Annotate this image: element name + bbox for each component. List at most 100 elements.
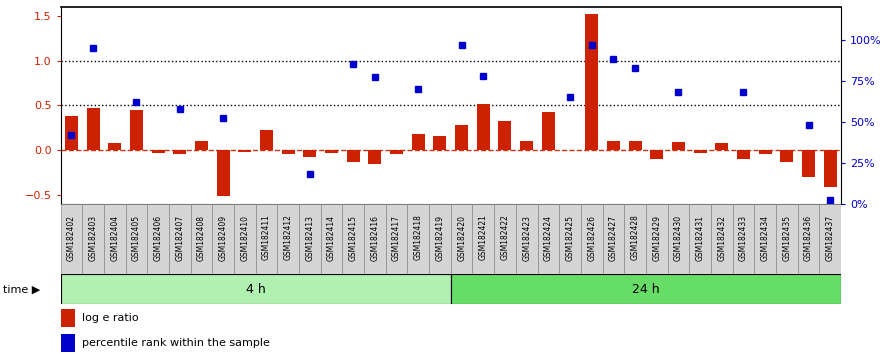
Text: GSM182432: GSM182432	[717, 215, 726, 261]
Bar	[299, 204, 320, 274]
Bar	[239, 150, 251, 152]
Text: GSM182419: GSM182419	[435, 215, 444, 261]
Text: GSM182437: GSM182437	[826, 215, 835, 261]
Bar	[520, 141, 533, 150]
Bar	[195, 141, 208, 150]
Bar	[320, 204, 343, 274]
Bar	[343, 204, 364, 274]
Text: GSM182431: GSM182431	[696, 215, 705, 261]
Bar	[820, 204, 841, 274]
Text: GSM182425: GSM182425	[565, 215, 575, 261]
Bar	[151, 150, 165, 153]
Text: GSM182408: GSM182408	[197, 215, 206, 261]
Bar	[104, 204, 125, 274]
Bar	[408, 204, 429, 274]
Bar	[603, 204, 624, 274]
Bar	[169, 204, 190, 274]
Text: GSM182404: GSM182404	[110, 215, 119, 261]
Bar	[433, 136, 447, 150]
Bar	[693, 150, 707, 153]
Bar	[147, 204, 169, 274]
Bar	[542, 112, 554, 150]
Bar	[278, 204, 299, 274]
Text: GSM182412: GSM182412	[284, 215, 293, 261]
Bar	[385, 204, 408, 274]
Text: GSM182430: GSM182430	[674, 215, 683, 261]
Bar	[82, 204, 104, 274]
Text: GSM182406: GSM182406	[154, 215, 163, 261]
Bar	[65, 116, 77, 150]
Text: GSM182415: GSM182415	[349, 215, 358, 261]
Bar	[559, 204, 581, 274]
Text: log e ratio: log e ratio	[83, 313, 139, 323]
Bar	[450, 204, 473, 274]
Bar	[450, 274, 841, 304]
Bar	[216, 150, 230, 196]
Bar	[130, 110, 143, 150]
Text: GSM182403: GSM182403	[88, 215, 98, 261]
Bar	[824, 150, 837, 188]
Bar	[581, 204, 603, 274]
Bar	[86, 108, 100, 150]
Bar	[668, 204, 689, 274]
Text: GSM182417: GSM182417	[392, 215, 401, 261]
Text: GSM182424: GSM182424	[544, 215, 553, 261]
Text: GSM182436: GSM182436	[804, 215, 813, 261]
Bar	[781, 150, 793, 161]
Bar	[347, 150, 360, 161]
Bar	[586, 14, 598, 150]
Bar	[281, 150, 295, 154]
Bar	[390, 150, 403, 154]
Text: 4 h: 4 h	[246, 283, 265, 296]
Text: GSM182429: GSM182429	[652, 215, 661, 261]
Text: GSM182433: GSM182433	[739, 215, 748, 261]
Bar	[213, 204, 234, 274]
Bar	[624, 204, 646, 274]
Bar	[516, 204, 538, 274]
Bar	[260, 130, 273, 150]
Bar	[607, 141, 620, 150]
Bar	[646, 204, 668, 274]
Text: GSM182423: GSM182423	[522, 215, 531, 261]
Bar	[325, 150, 338, 153]
Bar	[61, 204, 82, 274]
Bar	[651, 150, 663, 159]
Text: GSM182421: GSM182421	[479, 215, 488, 261]
Text: 24 h: 24 h	[632, 283, 659, 296]
Bar	[234, 204, 255, 274]
Bar	[61, 334, 75, 352]
Bar	[758, 150, 772, 154]
Bar	[755, 204, 776, 274]
Bar	[494, 204, 516, 274]
Bar	[737, 150, 750, 159]
Bar	[61, 274, 450, 304]
Text: GSM182428: GSM182428	[631, 215, 640, 261]
Text: GSM182414: GSM182414	[327, 215, 336, 261]
Text: GSM182413: GSM182413	[305, 215, 314, 261]
Text: GSM182410: GSM182410	[240, 215, 249, 261]
Bar	[672, 142, 685, 150]
Text: GSM182434: GSM182434	[761, 215, 770, 261]
Text: GSM182418: GSM182418	[414, 215, 423, 261]
Bar	[538, 204, 559, 274]
Bar	[125, 204, 147, 274]
Bar	[716, 143, 728, 150]
Bar	[498, 121, 512, 150]
Text: GSM182409: GSM182409	[219, 215, 228, 261]
Bar	[473, 204, 494, 274]
Bar	[364, 204, 385, 274]
Bar	[711, 204, 732, 274]
Bar	[776, 204, 797, 274]
Bar	[732, 204, 755, 274]
Text: GSM182422: GSM182422	[500, 215, 509, 261]
Text: GSM182407: GSM182407	[175, 215, 184, 261]
Text: GSM182427: GSM182427	[609, 215, 618, 261]
Text: GSM182405: GSM182405	[132, 215, 141, 261]
Text: percentile rank within the sample: percentile rank within the sample	[83, 338, 271, 348]
Bar	[368, 150, 382, 164]
Bar	[412, 134, 425, 150]
Text: GSM182420: GSM182420	[457, 215, 466, 261]
Bar	[190, 204, 213, 274]
Bar	[255, 204, 278, 274]
Bar	[303, 150, 316, 157]
